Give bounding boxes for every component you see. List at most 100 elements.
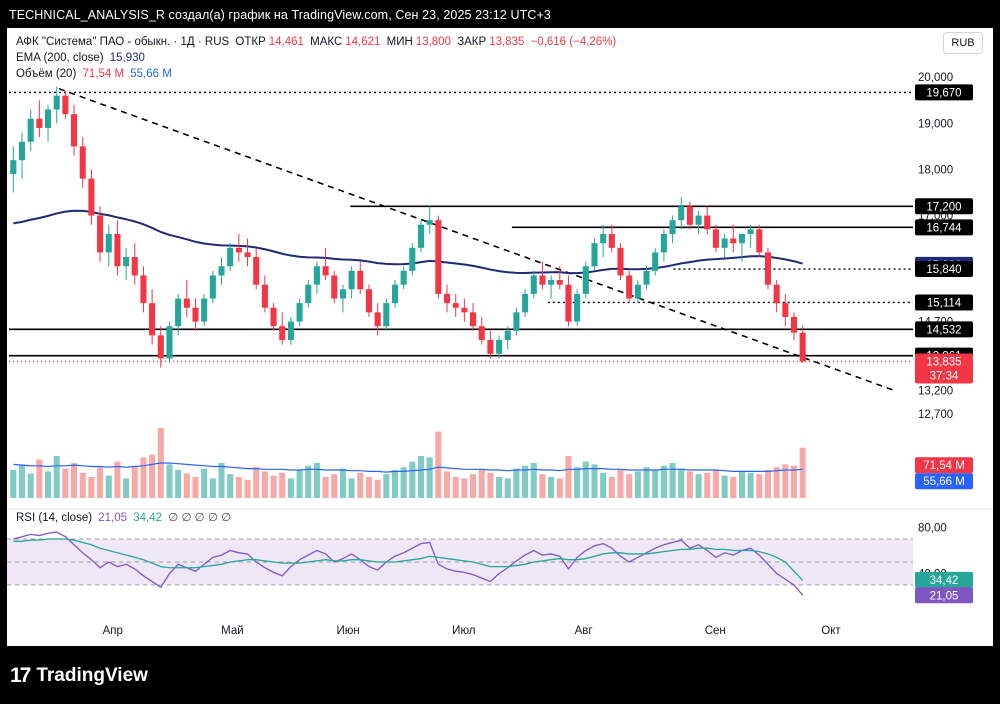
volume-bar <box>452 477 459 498</box>
candle-body <box>105 233 112 253</box>
candle-body <box>36 118 43 128</box>
volume-bar <box>244 479 251 498</box>
candle-body <box>539 275 546 285</box>
volume-bar <box>105 475 112 498</box>
volume-bar <box>365 477 373 498</box>
candle-body <box>88 178 95 216</box>
price-tag-label: 15,114 <box>927 297 962 309</box>
volume-bar <box>721 475 728 498</box>
candle-body <box>548 280 555 285</box>
volume-bar <box>756 474 763 498</box>
rsi-ma-value: 34,42 <box>133 512 163 524</box>
candle-body <box>339 289 346 299</box>
volume-bar <box>634 471 641 498</box>
volume-bar <box>201 468 208 498</box>
rsi-label: RSI (14, close) <box>16 512 93 524</box>
candle-body <box>426 220 433 225</box>
candle-body <box>313 266 320 285</box>
volume-bar <box>62 468 69 498</box>
currency-button[interactable]: RUB <box>943 32 983 54</box>
ema-legend[interactable]: EMA (200, close) 15,930 <box>16 52 148 64</box>
rsi-tick-label: 80,00 <box>918 523 947 535</box>
volume-tag-label: 71,54 M <box>923 460 965 472</box>
low-value: 13,800 <box>415 36 451 48</box>
candle-body <box>296 303 303 322</box>
price-tag-label: 13,835 <box>926 356 961 368</box>
candle-body <box>357 270 364 290</box>
volume-bar <box>513 468 520 498</box>
candle-body <box>773 284 780 304</box>
rsi-extra: ∅ ∅ ∅ ∅ ∅ <box>168 512 232 524</box>
candle-body <box>27 118 34 142</box>
candle-body <box>686 206 693 225</box>
candle-body <box>738 233 745 244</box>
candle-body <box>253 257 260 285</box>
volume-bar <box>357 472 364 498</box>
price-tag <box>915 353 973 370</box>
candle-body <box>443 293 451 304</box>
volume-bar <box>704 472 711 498</box>
rsi-tag-label: 34,42 <box>930 575 959 587</box>
volume-bar <box>36 459 43 498</box>
candle-body <box>305 284 312 304</box>
volume-bar <box>114 461 121 498</box>
volume-bar <box>582 461 589 498</box>
symbol-legend[interactable]: АФК "Система" ПАО - обыкн. · 1Д · RUS ОТ… <box>16 36 619 48</box>
tradingview-logo-icon: 17 <box>10 664 31 687</box>
candle-body <box>175 298 182 327</box>
volume-bar <box>764 470 772 498</box>
volume-bar <box>296 470 303 498</box>
candle-body <box>10 160 17 175</box>
volume-bar <box>88 477 95 498</box>
chart-canvas[interactable]: 20,00019,00018,00017,00014,70013,20012,7… <box>7 28 993 646</box>
candle-body <box>391 284 399 304</box>
symbol-title[interactable]: АФК "Система" ПАО - обыкн. · 1Д · RUS <box>16 36 230 48</box>
volume-bar <box>565 456 572 498</box>
volume-bar <box>253 467 260 498</box>
candle-body <box>790 316 798 333</box>
candle-body <box>348 270 355 290</box>
candle-body <box>183 298 190 308</box>
volume-bar <box>331 474 338 498</box>
volume-bar <box>574 467 581 498</box>
candle-body <box>44 109 52 128</box>
candle-body <box>71 114 78 147</box>
volume-bar <box>600 472 607 498</box>
price-tag <box>915 294 973 311</box>
volume-bar <box>123 478 130 498</box>
volume-bar <box>617 470 624 498</box>
volume-bar <box>270 475 277 498</box>
rsi-value: 21,05 <box>98 512 128 524</box>
candle-body <box>400 270 407 285</box>
volume-legend[interactable]: Объём (20) 71,54 M 55,66 M <box>16 68 175 80</box>
volume-bar <box>496 477 503 498</box>
candle-body <box>235 247 242 253</box>
ema-label: EMA (200, close) <box>16 52 104 64</box>
volume-bar <box>522 465 529 498</box>
time-axis-label: Июл <box>452 625 475 637</box>
volume-bar <box>322 477 329 498</box>
volume-bar <box>773 467 780 498</box>
price-tick-label: 19,000 <box>918 118 953 130</box>
candle-body <box>18 141 26 161</box>
candle-body <box>123 257 130 267</box>
rsi-tag-label: 21,05 <box>930 590 959 602</box>
candle-body <box>131 257 138 276</box>
descending-trendline <box>58 87 896 392</box>
close-value: 13,835 <box>489 36 525 48</box>
rsi-line <box>13 531 804 596</box>
volume-bar <box>235 477 242 498</box>
volume-bar <box>782 464 789 498</box>
candle-body <box>782 303 789 317</box>
price-tick-label: 12,700 <box>918 409 953 421</box>
price-tag <box>915 261 973 278</box>
price-tag <box>915 84 973 101</box>
candle-body <box>600 233 607 244</box>
candle-body <box>140 275 147 304</box>
candle-body <box>652 252 659 271</box>
candle-body <box>62 95 69 115</box>
rsi-legend[interactable]: RSI (14, close) 21,05 34,42 ∅ ∅ ∅ ∅ ∅ <box>16 510 234 524</box>
volume-bar <box>539 474 546 498</box>
volume-bar <box>608 477 615 498</box>
